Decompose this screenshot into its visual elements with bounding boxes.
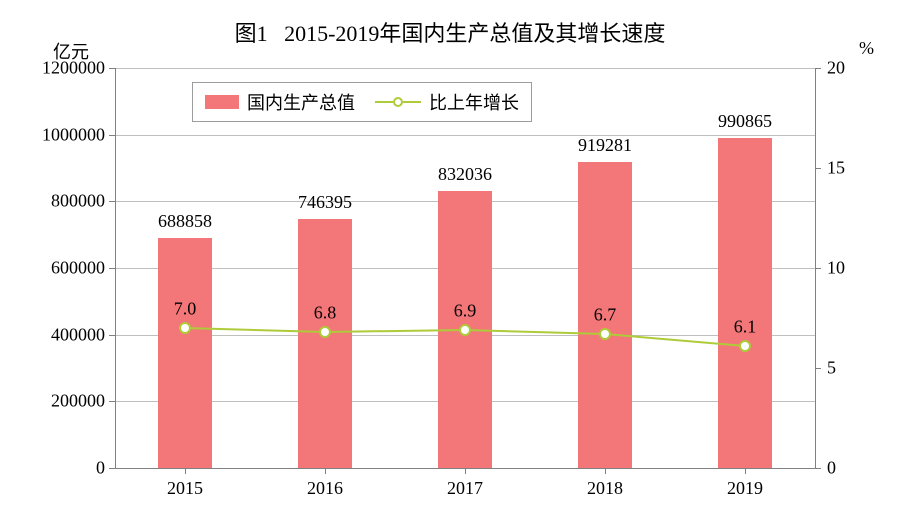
line-value-label: 6.9 — [454, 301, 477, 322]
legend-item-bars: 国内生产总值 — [205, 89, 355, 115]
y-left-tick: 400000 — [20, 324, 105, 345]
legend-swatch-line — [375, 97, 421, 107]
y-right-unit: % — [859, 38, 874, 59]
y-right-tick: 20 — [827, 58, 845, 79]
y-left-tick: 1000000 — [20, 124, 105, 145]
plot-area: 6888587463958320369192819908657.06.86.96… — [115, 68, 815, 468]
axis-line-left — [115, 68, 116, 468]
y-left-tick: 1200000 — [20, 58, 105, 79]
legend-swatch-bar — [205, 95, 239, 109]
line-value-label: 6.8 — [314, 303, 337, 324]
y-right-tick: 15 — [827, 158, 845, 179]
line-value-label: 7.0 — [174, 299, 197, 320]
x-tick: 2015 — [167, 478, 203, 499]
y-left-tick: 0 — [20, 458, 105, 479]
line-marker — [180, 323, 190, 333]
x-tick: 2017 — [447, 478, 483, 499]
x-tickmark — [745, 468, 746, 474]
line-value-label: 6.1 — [734, 317, 757, 338]
x-tickmark — [325, 468, 326, 474]
legend: 国内生产总值 比上年增长 — [192, 82, 532, 122]
y-right-tick: 0 — [827, 458, 836, 479]
gdp-growth-chart: 图1 2015-2019年国内生产总值及其增长速度亿元%688858746395… — [0, 0, 900, 523]
chart-title: 图1 2015-2019年国内生产总值及其增长速度 — [0, 16, 900, 48]
legend-item-line: 比上年增长 — [375, 89, 519, 115]
x-tick: 2016 — [307, 478, 343, 499]
line-series — [115, 68, 815, 468]
y-right-tick: 10 — [827, 258, 845, 279]
x-tickmark — [185, 468, 186, 474]
line-marker — [600, 329, 610, 339]
x-tick: 2018 — [587, 478, 623, 499]
x-tickmark — [605, 468, 606, 474]
line-marker — [460, 325, 470, 335]
legend-label-line: 比上年增长 — [429, 89, 519, 115]
y-right-tick: 5 — [827, 358, 836, 379]
line-value-label: 6.7 — [594, 305, 617, 326]
y-left-tick: 800000 — [20, 191, 105, 212]
legend-label-bars: 国内生产总值 — [247, 89, 355, 115]
line-marker — [740, 341, 750, 351]
y-left-tick: 200000 — [20, 391, 105, 412]
line-marker — [320, 327, 330, 337]
y-left-tick: 600000 — [20, 258, 105, 279]
x-tick: 2019 — [727, 478, 763, 499]
x-tickmark — [465, 468, 466, 474]
axis-line-right — [815, 68, 816, 468]
